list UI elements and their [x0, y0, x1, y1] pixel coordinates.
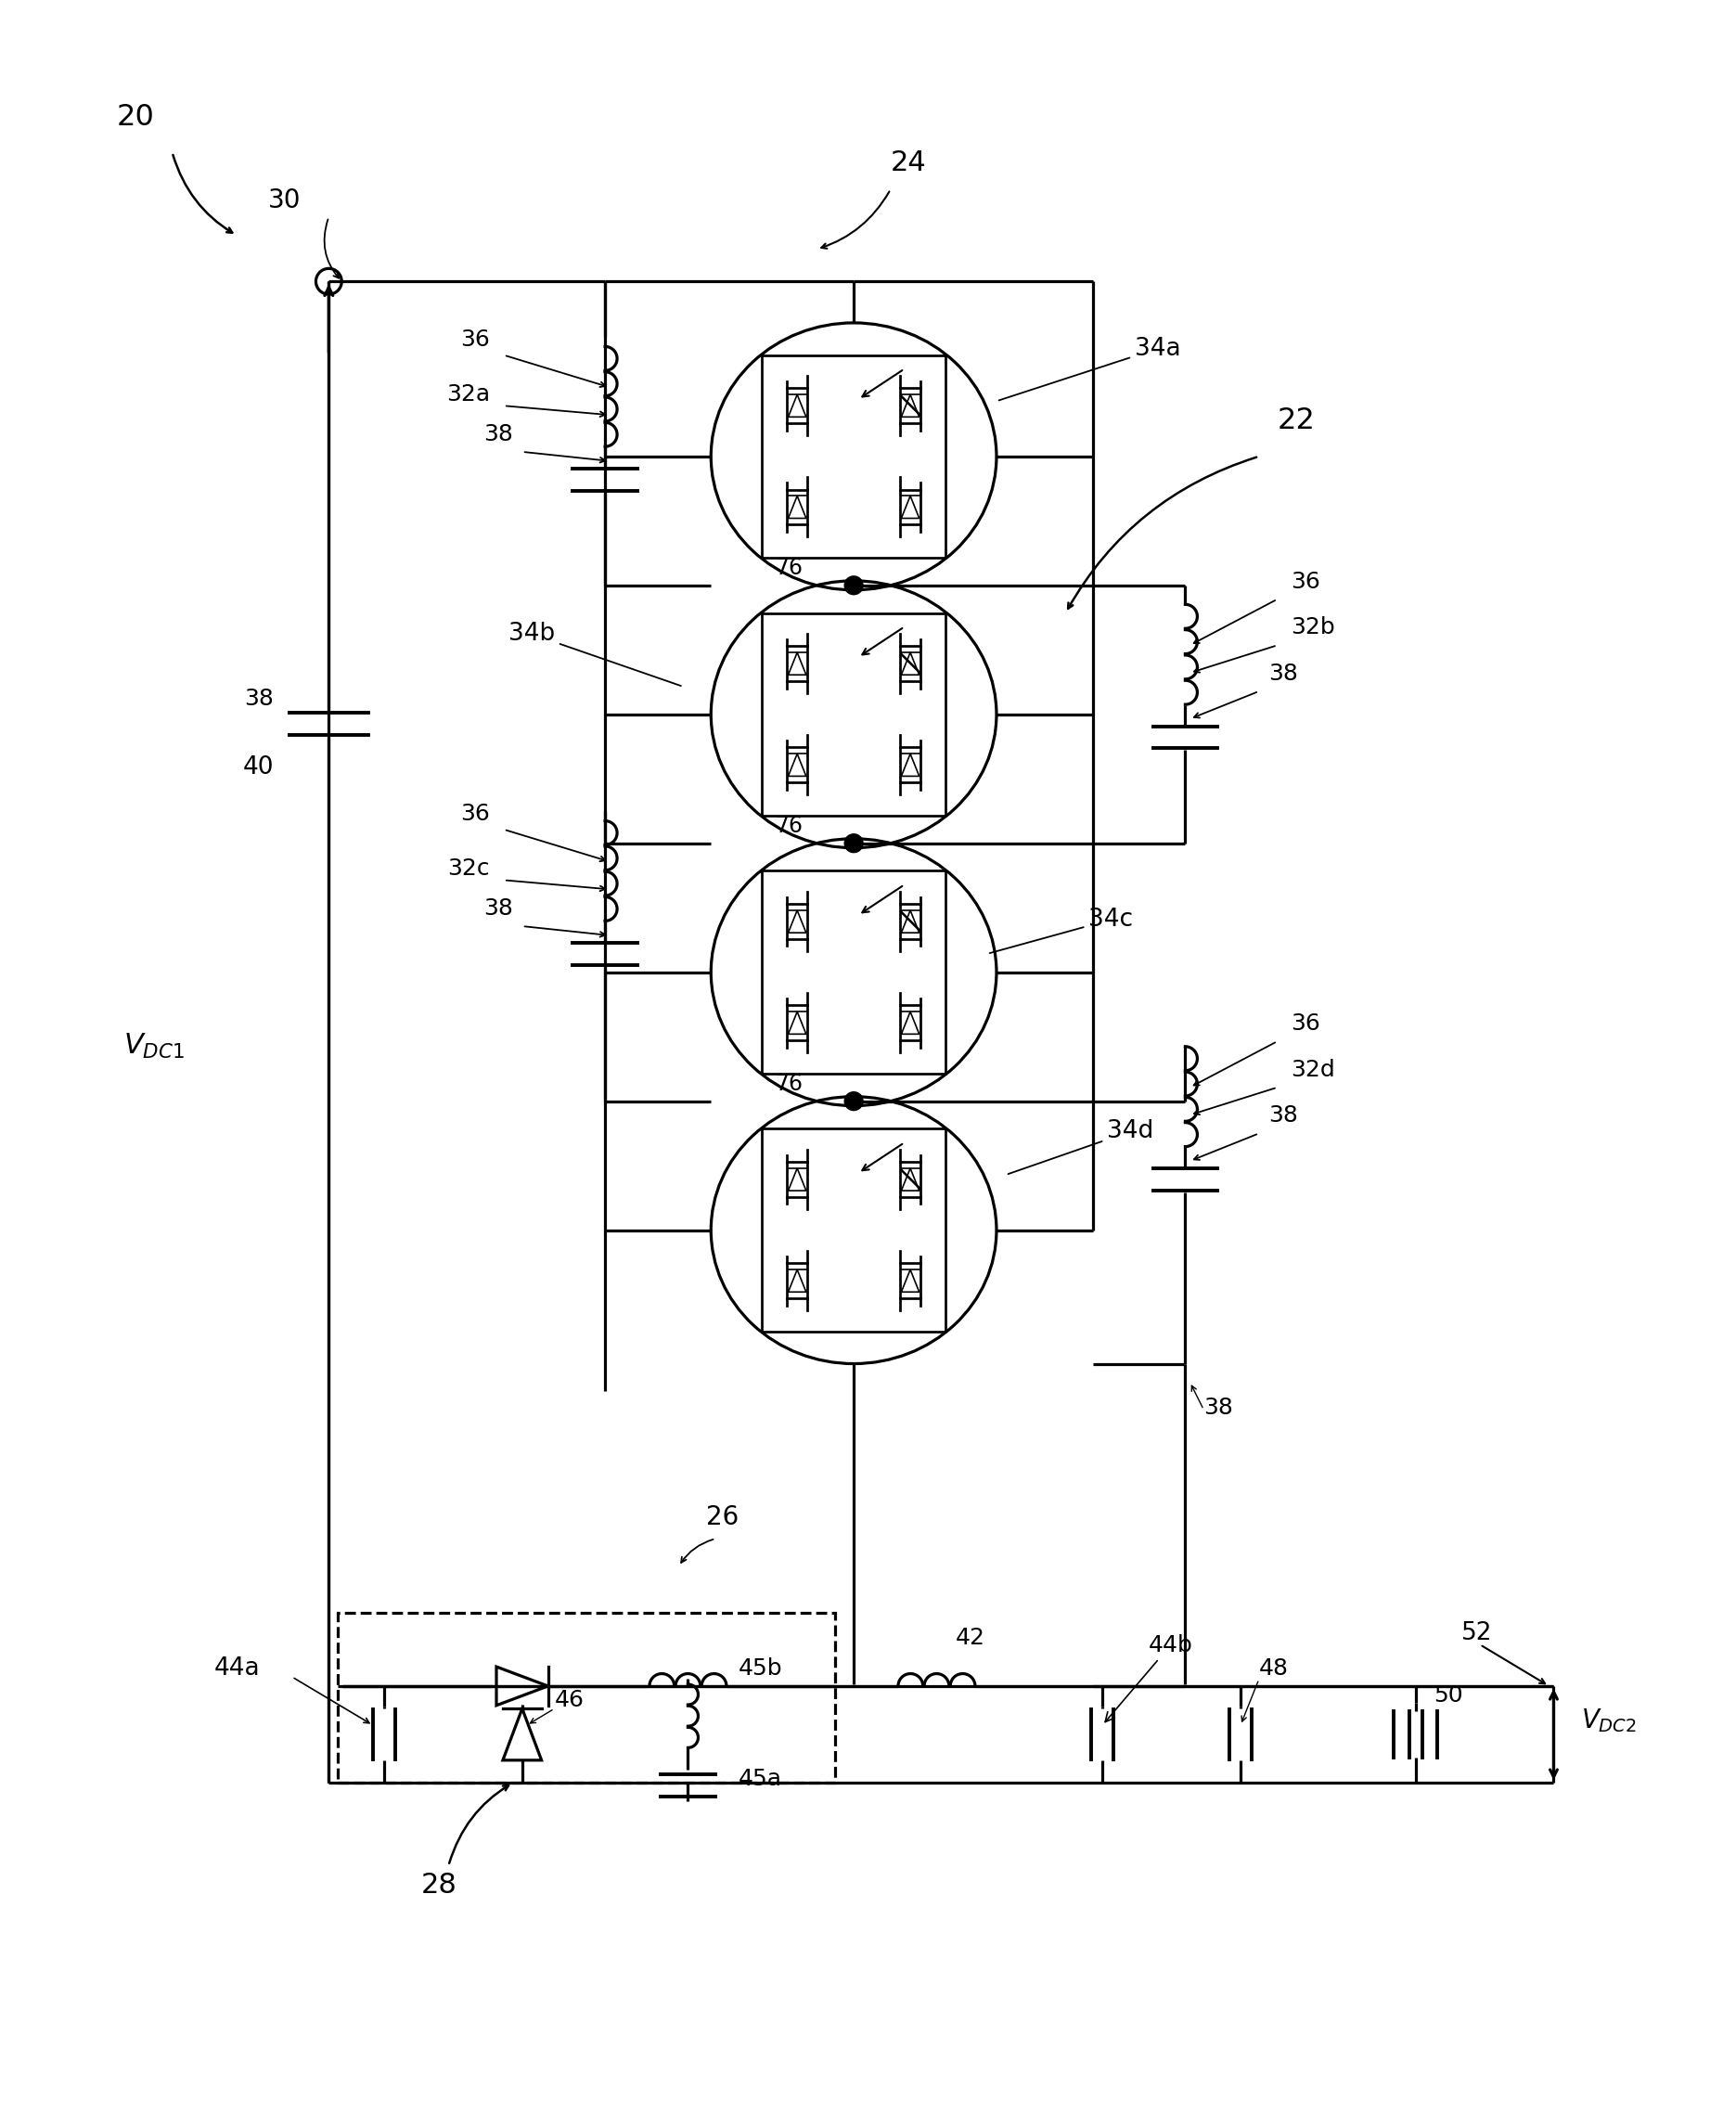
- Text: 38: 38: [483, 423, 512, 446]
- Text: 34d: 34d: [1009, 1120, 1154, 1175]
- Text: 28: 28: [420, 1872, 457, 1900]
- Text: 32c: 32c: [448, 858, 490, 881]
- Text: 24: 24: [891, 150, 927, 177]
- Text: 34b: 34b: [509, 621, 681, 687]
- Circle shape: [844, 1092, 863, 1111]
- Text: 26: 26: [707, 1504, 740, 1530]
- Text: 32b: 32b: [1292, 617, 1335, 638]
- Text: 38: 38: [1269, 663, 1299, 685]
- Text: 76: 76: [776, 556, 804, 579]
- Text: 38: 38: [483, 898, 512, 919]
- Text: $V_{DC1}$: $V_{DC1}$: [123, 1031, 184, 1061]
- Text: 45a: 45a: [738, 1766, 783, 1790]
- Text: 36: 36: [1292, 571, 1321, 594]
- Text: 32d: 32d: [1292, 1059, 1335, 1082]
- Text: 40: 40: [243, 756, 274, 780]
- Circle shape: [844, 577, 863, 594]
- Circle shape: [844, 835, 863, 852]
- Text: 36: 36: [460, 803, 490, 824]
- Text: 38: 38: [1203, 1397, 1233, 1420]
- Text: 20: 20: [116, 104, 155, 131]
- Text: 36: 36: [1292, 1012, 1321, 1035]
- Text: 76: 76: [776, 816, 804, 837]
- Text: 76: 76: [776, 1073, 804, 1095]
- Text: 44b: 44b: [1106, 1633, 1193, 1722]
- Text: 32a: 32a: [446, 385, 490, 406]
- Text: 38: 38: [245, 687, 274, 710]
- Text: 46: 46: [554, 1688, 583, 1712]
- Text: 48: 48: [1259, 1657, 1288, 1680]
- Text: 34a: 34a: [998, 336, 1180, 399]
- Text: 45b: 45b: [738, 1657, 783, 1680]
- Text: 36: 36: [460, 328, 490, 351]
- Text: $V_{DC2}$: $V_{DC2}$: [1581, 1707, 1637, 1735]
- Text: 38: 38: [1269, 1105, 1299, 1126]
- Text: 30: 30: [267, 188, 300, 213]
- Text: 52: 52: [1462, 1621, 1493, 1646]
- Text: 22: 22: [1278, 406, 1316, 435]
- Text: 34c: 34c: [990, 909, 1134, 953]
- Text: 44a: 44a: [214, 1657, 260, 1680]
- Text: 50: 50: [1434, 1684, 1463, 1707]
- Text: 42: 42: [955, 1627, 984, 1650]
